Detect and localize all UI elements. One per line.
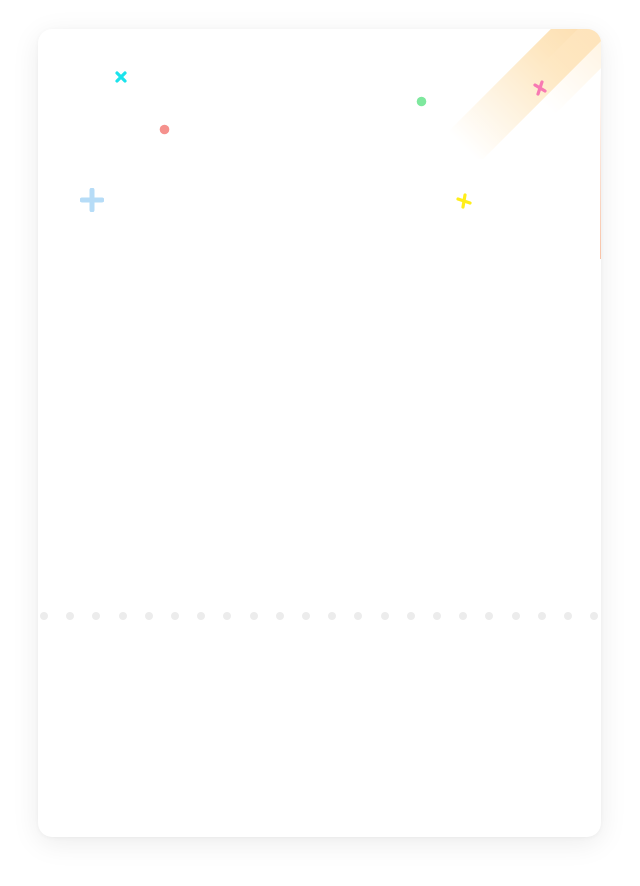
separator-dot: [275, 612, 284, 620]
separator-dot: [92, 612, 101, 620]
separator-dot: [485, 612, 494, 620]
separator-dot: [302, 612, 310, 620]
cyan-cross-icon: [115, 71, 127, 83]
separator-dot: [564, 612, 572, 620]
separator-dot: [433, 612, 441, 620]
separator-dot: [511, 612, 520, 620]
separator-dot: [118, 612, 127, 620]
separator-dot: [354, 612, 363, 620]
separator-dot: [590, 612, 599, 620]
separator-dot: [459, 612, 468, 620]
separator-dot: [380, 612, 389, 620]
separator-dot: [537, 612, 546, 620]
separator-dot: [328, 612, 337, 620]
blue-plus-icon: [80, 188, 104, 212]
green-dot-icon: [416, 96, 427, 107]
separator-dot: [144, 612, 153, 620]
separator-dot: [66, 612, 75, 620]
separator-dot: [171, 612, 179, 620]
card-edge-accent: [599, 69, 601, 259]
corner-ribbon: [421, 29, 601, 159]
ticket-card: [38, 29, 601, 837]
pink-cross-icon: [533, 80, 547, 96]
red-dot-icon: [159, 124, 170, 135]
yellow-cross-icon: [456, 193, 472, 209]
separator-dot: [223, 612, 232, 620]
separator-dot: [406, 612, 415, 620]
separator-dot: [40, 612, 48, 620]
separator-dot: [249, 612, 258, 620]
separator-dot: [197, 612, 206, 620]
dotted-separator: [40, 612, 600, 622]
